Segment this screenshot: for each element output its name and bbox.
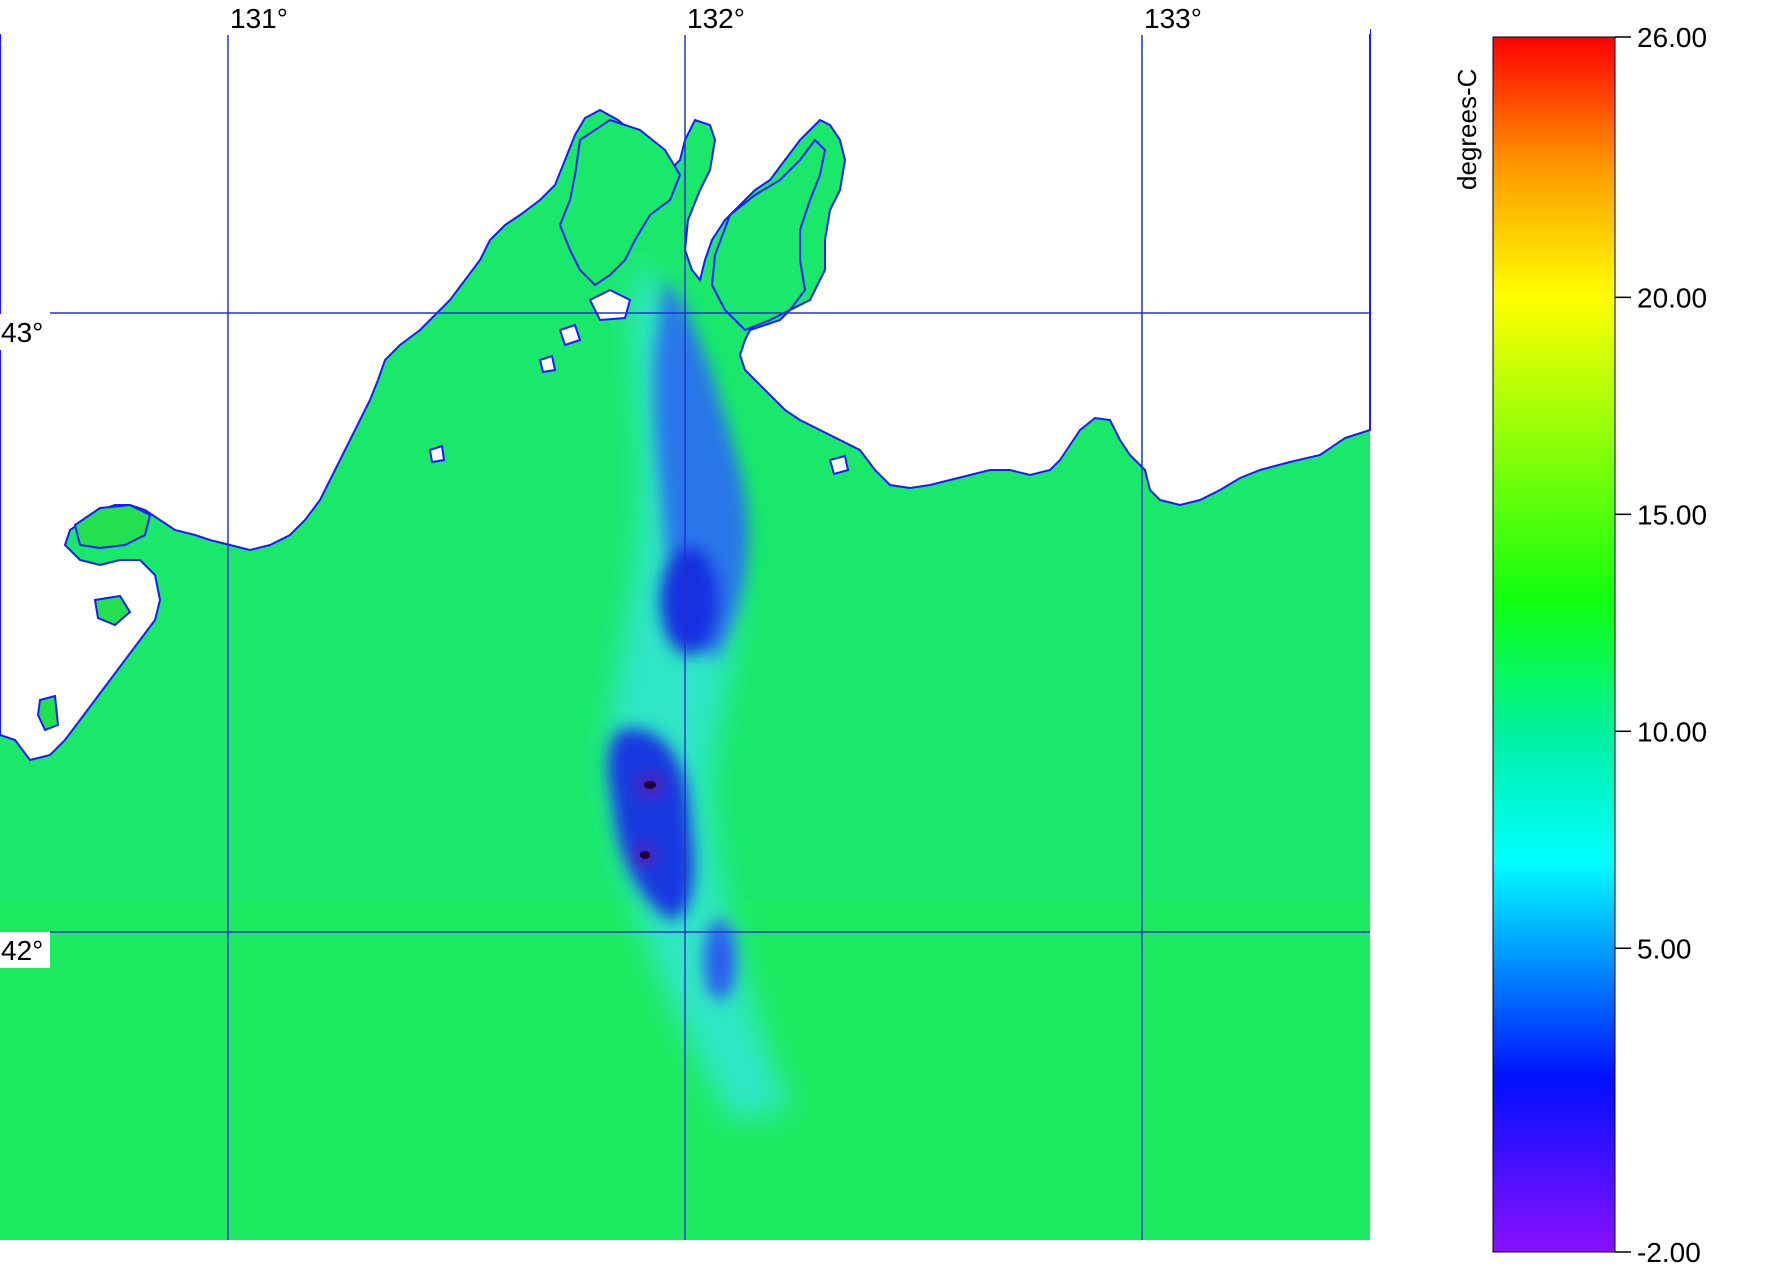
amur-bay bbox=[558, 118, 682, 287]
colorbar-unit: degrees-C bbox=[1452, 69, 1482, 190]
cold-core-tail bbox=[704, 920, 736, 1000]
island-small-3 bbox=[828, 454, 850, 476]
colorbar-ticks: 26.00 20.00 15.00 10.00 5.00 -2.00 bbox=[1615, 22, 1707, 1268]
lat-label-42: 42° bbox=[1, 935, 43, 966]
colorbar-tick-label: 10.00 bbox=[1637, 716, 1707, 747]
lat-label-42-bg bbox=[0, 932, 50, 968]
colorbar-fill bbox=[1492, 36, 1616, 1253]
label-band-top bbox=[0, 0, 1370, 34]
lon-label-131: 131° bbox=[230, 3, 288, 34]
lon-label-133: 133° bbox=[1144, 3, 1202, 34]
colorbar-tick-label: 15.00 bbox=[1637, 499, 1707, 530]
west-lagoon-2 bbox=[36, 694, 60, 732]
colorbar-tick-label: 5.00 bbox=[1637, 933, 1692, 964]
colorbar: degrees-C 26.00 20.00 15.00 10.00 5.00 -2.00 bbox=[1452, 22, 1707, 1268]
cold-core-mid bbox=[660, 545, 720, 655]
west-bay bbox=[73, 503, 152, 550]
lon-label-132: 132° bbox=[687, 3, 745, 34]
ussuri-bay bbox=[710, 138, 827, 332]
colorbar-tick-label: 20.00 bbox=[1637, 282, 1707, 313]
graticule bbox=[50, 35, 1370, 1240]
island-small-4 bbox=[428, 444, 446, 464]
island-small-1 bbox=[558, 323, 582, 347]
cold-spot-center-2 bbox=[640, 851, 650, 859]
cold-spot-center-1 bbox=[644, 781, 656, 789]
colorbar-tick-label: 26.00 bbox=[1637, 22, 1707, 53]
west-lagoon bbox=[93, 594, 132, 627]
colorbar-tick-label: -2.00 bbox=[1637, 1237, 1701, 1268]
cold-core bbox=[608, 280, 749, 1000]
island-small-2 bbox=[538, 354, 557, 374]
lat-label-43: 43° bbox=[1, 317, 43, 348]
lat-label-43-bg bbox=[0, 314, 50, 350]
cold-core-south bbox=[608, 728, 694, 920]
